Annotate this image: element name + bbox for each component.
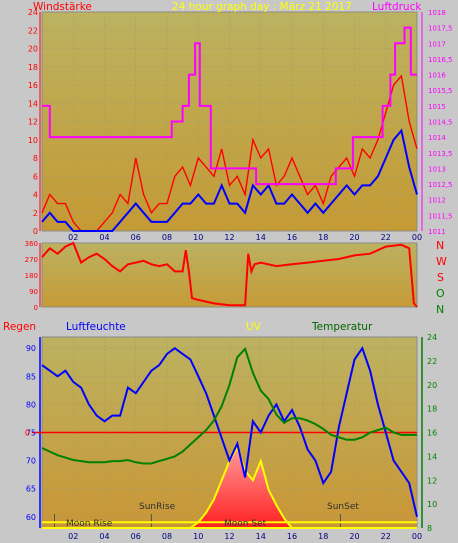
temperature-tick-label: 8 [427, 524, 432, 533]
humidity-tick-label: 60 [26, 513, 36, 522]
wind-tick-label: 16 [28, 81, 38, 90]
time-tick-label: 10 [193, 532, 203, 541]
wind-tick-label: 14 [28, 99, 38, 108]
wind-tick-label: 4 [33, 191, 38, 200]
pressure-tick-label: 1015 [428, 103, 446, 111]
temperature-tick-label: 16 [427, 429, 437, 438]
time-tick-label: 14 [256, 233, 266, 242]
wind-tick-label: 6 [33, 172, 38, 181]
time-tick-label: 08 [162, 233, 172, 242]
temperature-tick-label: 14 [427, 452, 437, 461]
time-tick-label: 00 [412, 233, 422, 242]
sunset-label: SunSet [327, 502, 359, 512]
wind-tick-label: 8 [33, 154, 38, 163]
direction-tick-label: 360 [25, 240, 38, 248]
humidity-tick-label: 75 [26, 429, 36, 438]
chart-title: 24 hour graph day : März 21 2017 [172, 1, 352, 13]
pressure-tick-label: 1017,5 [428, 25, 453, 33]
pressure-tick-label: 1013 [428, 165, 446, 173]
pressure-line [42, 26, 417, 186]
humidity-tick-label: 85 [26, 372, 36, 381]
humidity-tick-label: 65 [26, 485, 36, 494]
pressure-tick-label: 1011,5 [428, 212, 453, 220]
time-tick-label: 04 [99, 233, 109, 242]
time-tick-label: 12 [224, 532, 234, 541]
temperature-title: Temperatur [311, 321, 373, 333]
direction-letter-s: S [437, 271, 444, 284]
time-tick-label: 12 [224, 233, 234, 242]
sunrise-label: SunRise [139, 502, 176, 512]
pressure-tick-label: 1012,5 [428, 181, 453, 189]
direction-tick-label: 270 [25, 256, 38, 264]
wind-average-line [41, 128, 418, 232]
time-tick-label: 10 [193, 233, 203, 242]
humidity-line [41, 346, 418, 518]
time-tick-label: 02 [68, 532, 78, 541]
direction-line [41, 241, 418, 308]
time-tick-label: 14 [256, 532, 266, 541]
time-tick-label: 20 [349, 532, 359, 541]
pressure-tick-label: 1011 [428, 228, 446, 236]
pressure-tick-label: 1013,5 [428, 150, 453, 158]
wind-tick-label: 2 [33, 209, 38, 218]
pressure-tick-label: 1016,5 [428, 56, 453, 64]
pressure-tick-label: 1014,5 [428, 119, 453, 127]
humidity-tick-label: 90 [26, 344, 36, 353]
temperature-tick-label: 24 [427, 333, 437, 342]
time-tick-label: 08 [162, 532, 172, 541]
wind-tick-label: 20 [28, 45, 38, 54]
direction-letter-n-bottom: N [436, 303, 444, 316]
wind-tick-label: 22 [28, 26, 38, 35]
temperature-tick-label: 20 [427, 381, 437, 390]
rain-title: Regen [3, 321, 36, 333]
uv-title: UV [246, 321, 262, 333]
pressure-tick-label: 1018 [428, 9, 446, 17]
humidity-tick-label: 70 [26, 457, 36, 466]
time-tick-label: 22 [381, 233, 391, 242]
wind-tick-label: 0 [33, 227, 38, 236]
wind-tick-label: 18 [28, 63, 38, 72]
pressure-axis-title: Luftdruck [372, 1, 422, 13]
time-tick-label: 02 [68, 233, 78, 242]
time-tick-label: 00 [412, 532, 422, 541]
pressure-tick-label: 1015,5 [428, 87, 453, 95]
direction-tick-label: 90 [29, 288, 38, 296]
temperature-line [41, 346, 417, 465]
time-tick-label: 04 [99, 532, 109, 541]
humidity-tick-label: 80 [26, 400, 36, 409]
pressure-tick-label: 1017 [428, 40, 446, 48]
rain-value-label: 0 [25, 429, 30, 438]
wind-tick-label: 24 [28, 8, 38, 17]
wind-line [41, 74, 418, 232]
temperature-tick-label: 10 [427, 500, 437, 509]
time-tick-label: 18 [318, 532, 328, 541]
moonrise-label: Moon Rise [66, 519, 113, 529]
wind-axis-title: Windstärke [33, 1, 92, 13]
direction-letter-w: W [436, 255, 447, 268]
time-tick-label: 18 [318, 233, 328, 242]
time-tick-label: 06 [131, 532, 141, 541]
temperature-tick-label: 18 [427, 405, 437, 414]
time-tick-label: 16 [287, 233, 297, 242]
temperature-tick-label: 12 [427, 476, 437, 485]
temperature-tick-label: 22 [427, 357, 437, 366]
pressure-tick-label: 1014 [428, 134, 446, 142]
time-tick-label: 20 [349, 233, 359, 242]
time-tick-label: 06 [131, 233, 141, 242]
pressure-tick-label: 1012 [428, 197, 446, 205]
wind-tick-label: 12 [28, 118, 38, 127]
moonset-label: Moon Set [224, 519, 267, 529]
humidity-title: Luftfeuchte [66, 321, 126, 333]
time-tick-label: 22 [381, 532, 391, 541]
direction-tick-label: 180 [25, 272, 38, 280]
direction-letter-n-top: N [436, 239, 444, 252]
time-tick-label: 16 [287, 532, 297, 541]
wind-tick-label: 10 [28, 136, 38, 145]
pressure-tick-label: 1016 [428, 72, 446, 80]
direction-tick-label: 0 [34, 304, 38, 312]
direction-letter-o: O [436, 287, 445, 300]
